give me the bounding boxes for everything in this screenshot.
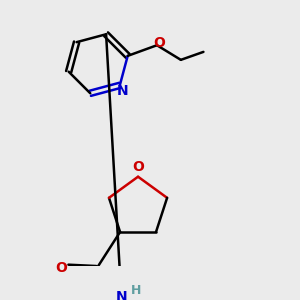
Text: N: N xyxy=(117,84,128,98)
Text: O: O xyxy=(132,160,144,174)
Text: H: H xyxy=(131,284,141,297)
Text: O: O xyxy=(56,261,68,275)
Text: O: O xyxy=(154,36,166,50)
Text: N: N xyxy=(116,290,127,300)
